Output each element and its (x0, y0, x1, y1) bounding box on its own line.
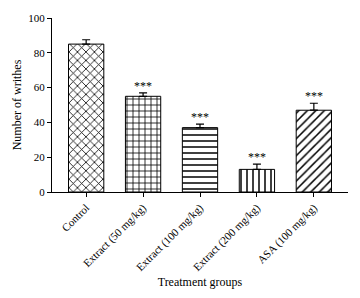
svg-text:***: *** (191, 110, 209, 124)
svg-text:Number of writhes: Number of writhes (10, 59, 24, 150)
svg-text:ASA (100 mg/kg): ASA (100 mg/kg) (255, 201, 320, 266)
svg-text:0: 0 (39, 186, 45, 198)
svg-text:Treatment groups: Treatment groups (158, 275, 243, 289)
svg-text:***: *** (305, 89, 323, 103)
svg-text:Extract (200 mg/kg): Extract (200 mg/kg) (191, 201, 264, 274)
svg-text:***: *** (248, 150, 266, 164)
svg-text:40: 40 (34, 116, 46, 128)
svg-text:Extract (100 mg/kg): Extract (100 mg/kg) (134, 201, 207, 274)
svg-text:Control: Control (59, 202, 91, 234)
svg-text:***: *** (134, 79, 152, 93)
svg-text:80: 80 (34, 47, 46, 59)
svg-text:60: 60 (34, 81, 46, 93)
svg-text:Extract (50 mg/kg): Extract (50 mg/kg) (81, 201, 150, 270)
svg-text:100: 100 (28, 12, 45, 24)
svg-text:20: 20 (34, 151, 46, 163)
